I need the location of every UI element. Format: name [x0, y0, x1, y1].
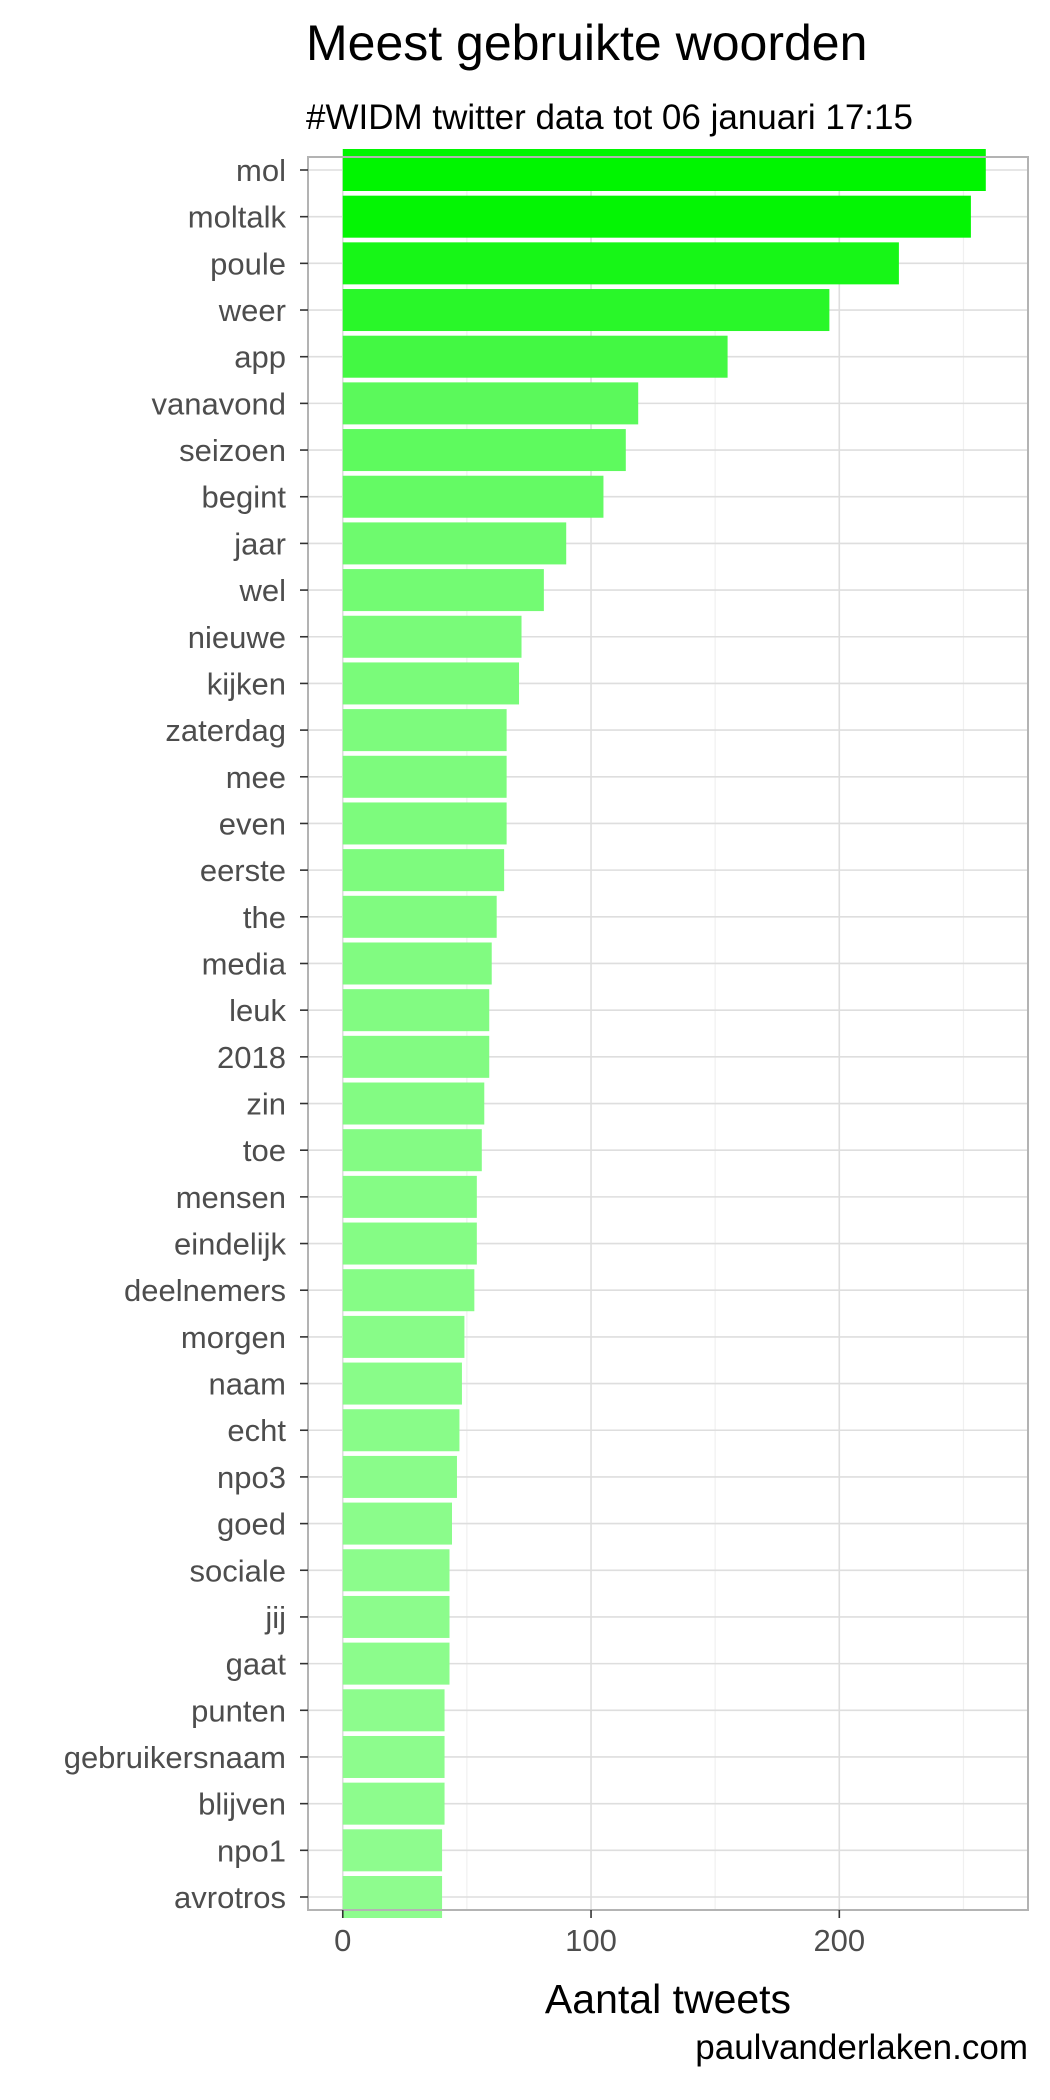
bar	[342, 429, 626, 472]
bar	[342, 1409, 460, 1452]
category-label: blijven	[198, 1787, 286, 1822]
category-label: app	[234, 340, 286, 375]
bar	[342, 1035, 490, 1078]
bar	[342, 1735, 445, 1778]
category-label: moltalk	[188, 200, 287, 235]
category-label: morgen	[181, 1320, 286, 1355]
category-label: echt	[227, 1413, 286, 1448]
bar	[342, 195, 971, 238]
category-label: toe	[243, 1133, 286, 1168]
category-label: npo3	[217, 1460, 286, 1495]
bar	[342, 662, 520, 705]
grid-lines	[308, 157, 1028, 1910]
bar	[342, 1875, 443, 1919]
bars	[342, 148, 986, 1919]
category-label: eindelijk	[174, 1227, 287, 1262]
category-label: seizoen	[179, 433, 286, 468]
bar	[342, 475, 604, 518]
bar	[342, 1315, 465, 1358]
x-tick-label: 0	[334, 1923, 351, 1958]
bar	[342, 335, 728, 378]
category-label: punten	[191, 1693, 286, 1728]
category-label: gebruikersnaam	[64, 1740, 286, 1775]
category-label: begint	[202, 480, 287, 515]
bar	[342, 709, 507, 752]
category-labels: mol moltalk poule weer app vanavond seizoen beg…	[64, 153, 308, 1915]
chart-subtitle: #WIDM twitter data tot 06 januari 17:15	[306, 98, 913, 137]
category-label: mol	[236, 153, 286, 188]
bar	[342, 242, 899, 285]
bar	[342, 989, 490, 1032]
category-label: 2018	[217, 1040, 286, 1075]
category-label: kijken	[207, 666, 286, 701]
bar	[342, 1689, 445, 1732]
category-label: mensen	[176, 1180, 286, 1215]
category-label: eerste	[200, 853, 286, 888]
category-label: gaat	[226, 1647, 287, 1682]
category-label: naam	[208, 1367, 286, 1402]
category-label: avrotros	[174, 1880, 286, 1915]
x-tick-label: 200	[813, 1923, 865, 1958]
category-label: weer	[218, 293, 286, 328]
bar	[342, 1502, 452, 1545]
bar	[342, 1175, 477, 1218]
x-axis-title: Aantal tweets	[545, 1976, 791, 2022]
category-label: leuk	[229, 993, 286, 1028]
category-label: zin	[246, 1087, 286, 1122]
x-axis-ticks: 0 100 200	[334, 1910, 865, 1958]
bar	[342, 382, 639, 425]
category-label: zaterdag	[165, 713, 286, 748]
bar	[342, 1082, 485, 1125]
bar	[342, 1455, 457, 1498]
bar	[342, 1129, 482, 1172]
x-tick-label: 100	[565, 1923, 617, 1958]
bar	[342, 755, 507, 798]
bar	[342, 1222, 477, 1265]
category-label: poule	[210, 246, 286, 281]
bar	[342, 942, 492, 985]
category-label: sociale	[190, 1553, 287, 1588]
category-label: deelnemers	[124, 1273, 286, 1308]
chart-title: Meest gebruikte woorden	[306, 15, 868, 71]
bar	[342, 1269, 475, 1312]
bar	[342, 849, 505, 892]
category-label: media	[202, 946, 287, 981]
bar	[342, 1595, 450, 1638]
category-label: goed	[217, 1507, 286, 1542]
bar	[342, 569, 544, 612]
category-label: the	[243, 900, 286, 935]
bar	[342, 1362, 462, 1405]
category-label: even	[219, 806, 286, 841]
bar	[342, 1782, 445, 1825]
category-label: mee	[226, 760, 286, 795]
category-label: npo1	[217, 1833, 286, 1868]
bar	[342, 895, 497, 938]
category-label: nieuwe	[188, 620, 286, 655]
bar	[342, 1549, 450, 1592]
bar	[342, 148, 986, 192]
bar	[342, 615, 522, 658]
bar	[342, 1642, 450, 1685]
bar	[342, 522, 567, 565]
category-label: jaar	[233, 526, 286, 561]
chart-caption: paulvanderlaken.com	[695, 2028, 1028, 2067]
bar	[342, 802, 507, 845]
plot-panel-border	[307, 156, 1029, 1911]
category-label: wel	[238, 573, 286, 608]
bar	[342, 1829, 443, 1872]
bar	[342, 289, 830, 332]
category-label: vanavond	[152, 386, 286, 421]
category-label: jij	[264, 1600, 286, 1635]
